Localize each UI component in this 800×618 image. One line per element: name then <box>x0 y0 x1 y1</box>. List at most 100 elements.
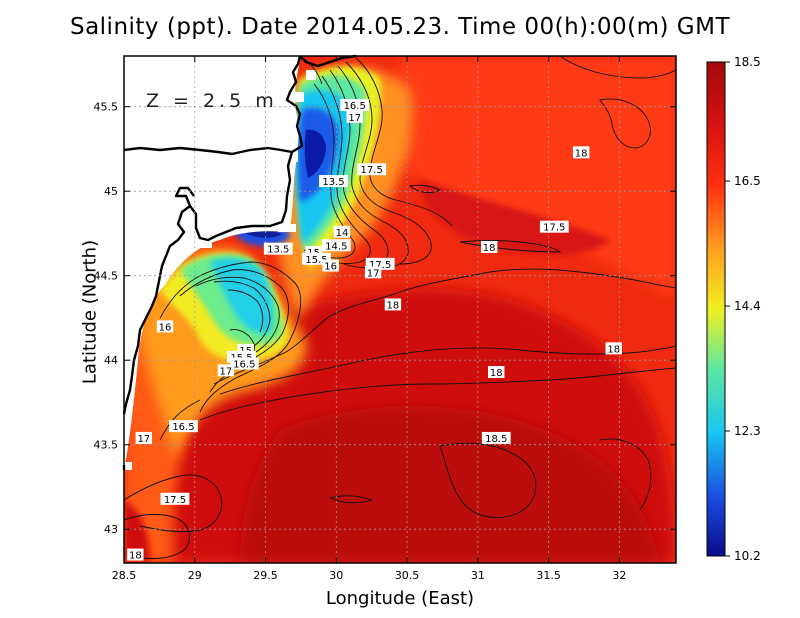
depth-label: Z = 2.5 m <box>146 90 278 112</box>
map-grid <box>124 56 676 563</box>
contour-label-box <box>263 242 293 255</box>
contour-label-text: 15.5 <box>305 255 327 266</box>
colorbar-tick-label: 12.3 <box>734 424 761 438</box>
contour-label-box <box>605 342 622 355</box>
contour-label-box <box>319 175 348 188</box>
y-tick-label: 45.5 <box>94 101 119 114</box>
contour-label-box <box>160 492 190 505</box>
y-axis: 43 43.5 44 44.5 45 45.5 <box>94 101 676 536</box>
contour-label-text: 14.5 <box>325 241 347 252</box>
contour-label-text: 16.5 <box>344 101 366 112</box>
x-axis: 28.5 29 29.5 30 30.5 31 31.5 32 <box>112 56 626 582</box>
contour-label: 16 <box>156 320 174 333</box>
x-tick-label: 30.5 <box>395 569 420 582</box>
x-tick-label: 31 <box>471 569 485 582</box>
y-tick-label: 44.5 <box>94 270 119 283</box>
coastline <box>122 54 357 470</box>
contour-label-text: 18 <box>483 243 496 254</box>
contour-label-text: 14 <box>336 228 349 239</box>
contour-label-text: 16.5 <box>172 422 194 433</box>
contour-label-text: 13.5 <box>267 245 289 256</box>
contour-labels: 16.51717.51813.517.51414.513.51515.51617… <box>127 99 622 562</box>
contour-label-text: 17.5 <box>369 260 391 271</box>
contour-label-text: 18 <box>575 148 588 159</box>
contour-label-box <box>357 163 387 176</box>
contour-label: 16 <box>322 259 339 273</box>
contour-label: 18 <box>384 298 402 311</box>
colorbar <box>706 61 726 557</box>
land-mass <box>124 56 300 470</box>
contour-label-text: 17 <box>367 268 380 279</box>
colorbar-tick-label: 16.5 <box>734 174 761 188</box>
y-tick-label: 43.5 <box>94 439 119 452</box>
contour-label-text: 17 <box>220 366 233 377</box>
contour-label: 16.5 <box>229 357 259 371</box>
contour-label: 18 <box>572 146 590 159</box>
y-axis-label: Latitude (North) <box>79 239 101 385</box>
contour-label-box <box>539 220 569 233</box>
plot-frame <box>123 55 677 564</box>
contour-label: 18 <box>605 342 622 355</box>
contour-label-text: 13.5 <box>322 177 344 188</box>
contour-label-box <box>346 110 363 123</box>
contour-label-text: 16 <box>159 322 172 333</box>
contour-label-text: 17 <box>137 434 150 445</box>
x-axis-label: Longitude (East) <box>325 588 475 609</box>
x-tick-label: 32 <box>612 569 626 582</box>
x-tick-label: 29 <box>188 569 202 582</box>
contour-label-box <box>229 357 259 370</box>
contour-label: 13.5 <box>319 175 348 188</box>
contour-label-text: 17 <box>348 113 361 124</box>
contour-label-box <box>302 252 331 265</box>
contour-label: 17.5 <box>539 220 569 234</box>
colorbar-tick-label: 10.2 <box>734 549 761 563</box>
contour-label: 14.5 <box>321 239 351 252</box>
contour-label: 16.5 <box>340 99 370 112</box>
contour-label-box <box>480 240 498 253</box>
contour-label-box <box>156 320 174 333</box>
contour-label: 15.5 <box>302 252 331 266</box>
x-tick-label: 29.5 <box>253 569 278 582</box>
y-tick-label: 45 <box>104 185 118 198</box>
contour-label: 18 <box>480 240 498 254</box>
contour-label-text: 18 <box>490 368 503 379</box>
contour-label-text: 18 <box>387 300 400 311</box>
contour-label-box <box>333 225 351 238</box>
contour-label-text: 18 <box>129 551 142 562</box>
contour-label-box <box>488 366 505 379</box>
contour-label: 17.5 <box>160 492 190 506</box>
contour-label: 17 <box>364 266 382 279</box>
contour-label-box <box>169 420 198 433</box>
contour-label-text: 18 <box>607 344 620 355</box>
contour-label-box <box>305 246 322 259</box>
colorbar-ticks: 18.5 16.5 14.4 12.3 10.2 <box>725 55 761 563</box>
contour-label-box <box>322 259 339 272</box>
contour-label-box <box>340 99 370 112</box>
contour-label-box <box>127 548 144 561</box>
contour-label-box <box>135 431 153 444</box>
contour-label-text: 18.5 <box>485 434 507 445</box>
y-tick-label: 43 <box>104 523 118 536</box>
contour-label-text: 16.5 <box>233 360 255 371</box>
x-tick-label: 28.5 <box>112 569 137 582</box>
contour-label: 17 <box>135 431 153 445</box>
contour-label-text: 16 <box>324 262 337 273</box>
contour-label: 17.5 <box>357 163 387 176</box>
contour-label-box <box>481 431 511 444</box>
contour-label: 18 <box>488 366 505 379</box>
x-tick-label: 31.5 <box>536 569 561 582</box>
x-tick-label: 30 <box>329 569 343 582</box>
contour-label-box <box>364 266 382 279</box>
contour-label: 18 <box>127 548 144 562</box>
contour-label-box <box>321 239 351 252</box>
contour-label-text: 17.5 <box>543 223 565 234</box>
contour-label: 14 <box>333 225 351 239</box>
contour-label-text: 17.5 <box>361 165 383 176</box>
contour-label: 17 <box>346 110 363 124</box>
map-title: Salinity (ppt). Date 2014.05.23. Time 00… <box>69 14 731 40</box>
contour-label: 17 <box>217 364 235 377</box>
colorbar-tick-label: 14.4 <box>734 299 761 313</box>
contour-label-box <box>572 146 590 159</box>
